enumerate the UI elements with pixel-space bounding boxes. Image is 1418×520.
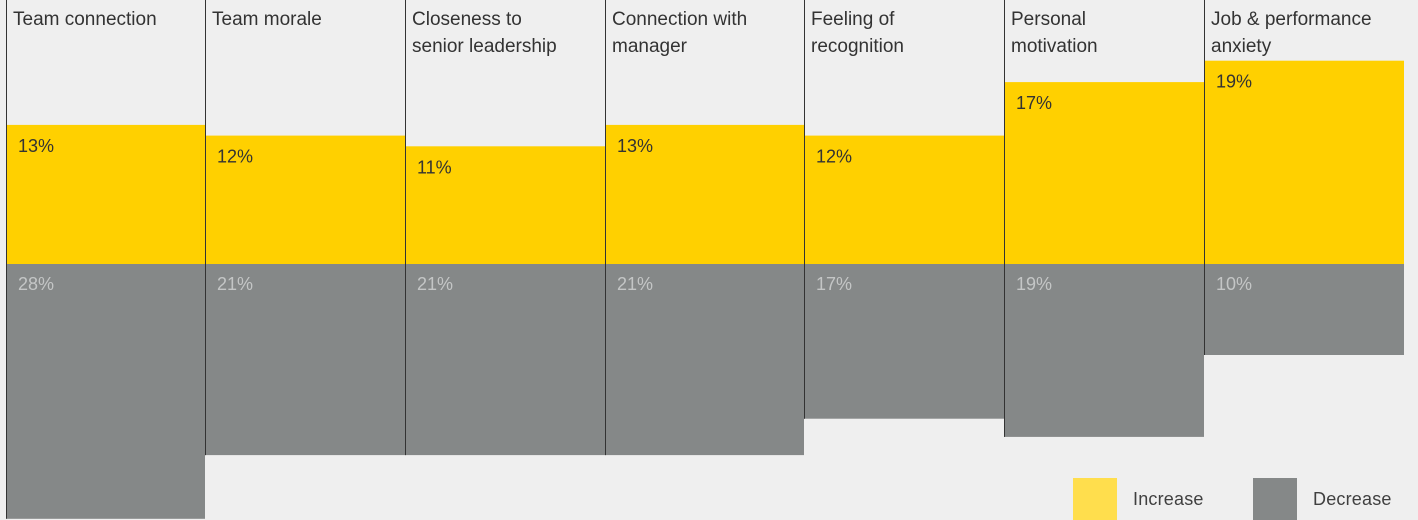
bar-decrease-6 [1204,264,1404,355]
category-label-1: Team morale [212,9,322,30]
legend-decrease: Decrease [1253,478,1392,520]
increase-value-label-2: 11% [417,157,452,177]
bar-increase-6 [1204,60,1404,265]
legend-swatch-increase [1073,478,1117,520]
category-label-line: Team connection [13,9,157,30]
legend-label-increase: Increase [1133,488,1204,509]
category-label-line: senior leadership [412,36,557,57]
category-label-line: anxiety [1211,36,1272,57]
category-label-6: Job & performance anxiety [1211,9,1372,57]
bar-decrease-4 [804,264,1004,419]
legend-swatch-decrease [1253,478,1297,520]
decrease-value-label-4: 17% [816,274,852,294]
category-label-line: motivation [1011,36,1098,57]
bar-increase-2 [405,146,605,264]
category-label-line: Team morale [212,9,322,30]
increase-value-label-3: 13% [617,136,653,156]
increase-value-label-0: 13% [18,136,54,156]
decrease-value-label-6: 10% [1216,274,1252,294]
category-label-2: Closeness to senior leadership [412,9,557,57]
category-label-line: manager [612,36,688,57]
legend-label-decrease: Decrease [1313,488,1392,509]
bar-decrease-0 [6,264,205,519]
category-label-line: recognition [811,36,904,57]
category-label-0: Team connection [13,9,157,30]
category-label-line: Closeness to [412,9,522,30]
category-label-5: Personal motivation [1011,9,1098,57]
category-label-line: Connection with [612,9,747,30]
category-label-4: Feeling of recognition [811,9,904,57]
bar-increase-4 [804,135,1004,264]
category-label-line: Feeling of [811,9,895,30]
decrease-value-label-0: 28% [18,274,54,294]
increase-value-label-5: 17% [1016,93,1052,113]
category-label-line: Job & performance [1211,9,1372,30]
category-label-3: Connection with manager [612,9,747,57]
decrease-value-label-3: 21% [617,274,653,294]
increase-value-label-4: 12% [816,147,852,167]
increase-value-label-1: 12% [217,147,253,167]
bar-increase-1 [205,135,405,264]
bar-increase-5 [1004,82,1204,264]
decrease-value-label-5: 19% [1016,274,1052,294]
bar-decrease-1 [205,264,405,456]
bar-decrease-5 [1004,264,1204,437]
category-label-line: Personal [1011,9,1086,30]
legend-increase: Increase [1073,478,1204,520]
decrease-value-label-2: 21% [417,274,453,294]
decrease-value-label-1: 21% [217,274,253,294]
bar-decrease-3 [605,264,804,456]
bar-decrease-2 [405,264,605,456]
bar-increase-0 [6,124,205,265]
bar-increase-3 [605,124,804,265]
increase-value-label-6: 19% [1216,72,1252,92]
